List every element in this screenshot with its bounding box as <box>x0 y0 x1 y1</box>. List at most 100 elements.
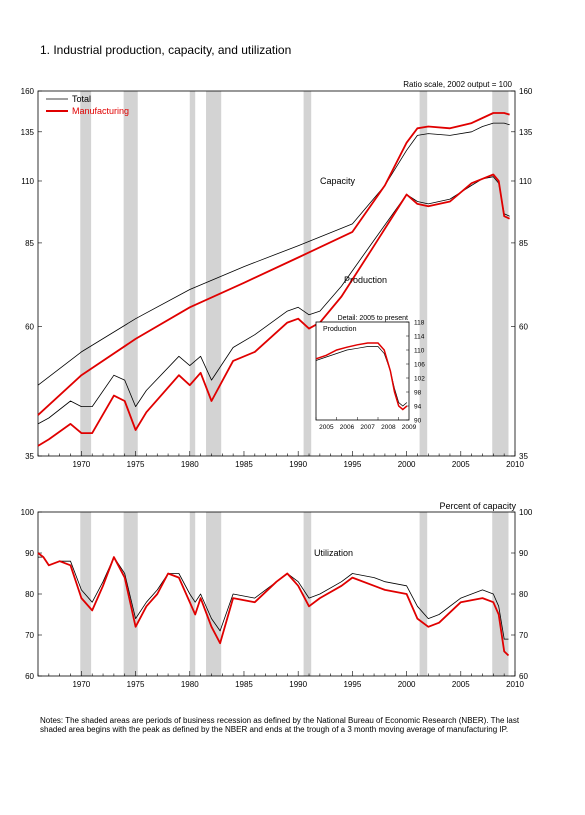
x-tick-label: 2005 <box>452 460 470 469</box>
x-tick-label: 1995 <box>343 680 361 689</box>
y-tick-label-left: 160 <box>21 87 35 96</box>
capacity-label: Capacity <box>320 176 356 186</box>
bottom-recession-bands <box>80 512 509 676</box>
x-tick-label: 1990 <box>289 680 307 689</box>
inset-title: Detail: 2005 to present <box>338 315 408 322</box>
y-tick-label-right: 110 <box>519 177 532 186</box>
utilization-chart: 60 60 70 70 80 80 90 90 100 100 1970 1975 1980 1985 19… <box>21 501 533 689</box>
figure-title: 1. Industrial production, capacity, and … <box>40 43 291 57</box>
top-axis-ticks: 35 35 60 60 85 85 110 110 135 135 160 160 1970 1975 19… <box>21 87 533 469</box>
y-tick-label-left: 100 <box>21 508 35 517</box>
x-tick-label: 2010 <box>506 460 524 469</box>
x-tick-label: 1980 <box>181 680 199 689</box>
x-tick-label: 2000 <box>398 680 416 689</box>
x-tick-label: 1970 <box>72 460 90 469</box>
y-tick-label-right: 60 <box>519 672 528 681</box>
series-production-total <box>37 176 510 425</box>
recession-band <box>80 512 92 676</box>
series-production-manufacturing <box>37 173 510 447</box>
inset-y-tick-label: 94 <box>414 404 422 411</box>
recession-band <box>206 512 222 676</box>
inset-y-tick-label: 90 <box>414 418 422 425</box>
inset-x-tick-label: 2008 <box>381 424 396 431</box>
recession-band <box>123 512 138 676</box>
top-recession-bands <box>80 91 509 456</box>
inset-x-tick-label: 2005 <box>319 424 334 431</box>
y-tick-label-left: 90 <box>25 549 34 558</box>
y-tick-label-right: 35 <box>519 452 528 461</box>
recession-band <box>303 91 312 456</box>
recession-band <box>419 512 428 676</box>
capacity-production-chart: 35 35 60 60 85 85 110 110 135 135 160 160 1970 1975 19… <box>21 80 533 469</box>
inset-x-tick-label: 2006 <box>340 424 355 431</box>
notes-text: Notes: The shaded areas are periods of b… <box>40 716 520 734</box>
legend-manufacturing-label: Manufacturing <box>72 106 129 116</box>
y-tick-label-left: 35 <box>25 452 34 461</box>
recession-band <box>189 91 196 456</box>
x-tick-label: 1995 <box>343 460 361 469</box>
recession-band <box>206 91 222 456</box>
recession-band <box>419 91 428 456</box>
y-tick-label-left: 80 <box>25 590 34 599</box>
y-tick-label-left: 70 <box>25 631 34 640</box>
bottom-series-lines <box>37 552 510 657</box>
inset-series-total <box>315 346 408 407</box>
utilization-label: Utilization <box>314 548 353 558</box>
bottom-plot-frame <box>37 511 516 677</box>
recession-band <box>492 91 509 456</box>
x-tick-label: 1990 <box>289 460 307 469</box>
inset-production-label: Production <box>323 326 357 333</box>
y-tick-label-right: 80 <box>519 590 528 599</box>
inset-x-tick-label: 2007 <box>360 424 375 431</box>
utilization-series-manufacturing <box>37 552 510 657</box>
recession-band <box>80 91 92 456</box>
inset-frame <box>315 321 410 421</box>
y-tick-label-left: 135 <box>21 128 35 137</box>
inset-y-tick-label: 98 <box>414 390 422 397</box>
top-series-lines <box>37 112 510 447</box>
inset-series-manufacturing <box>315 342 408 411</box>
x-tick-label: 1980 <box>181 460 199 469</box>
x-tick-label: 1970 <box>72 680 90 689</box>
x-tick-label: 2000 <box>398 460 416 469</box>
bottom-axis-ticks: 60 60 70 70 80 80 90 90 100 100 1970 1975 1980 1985 19… <box>21 508 533 689</box>
top-scale-note: Ratio scale, 2002 output = 100 <box>403 80 512 89</box>
series-capacity-total <box>37 122 510 386</box>
y-tick-label-left: 60 <box>25 323 34 332</box>
bottom-scale-note: Percent of capacity <box>439 501 516 511</box>
recession-band <box>492 512 509 676</box>
recession-band <box>189 512 196 676</box>
y-tick-label-left: 110 <box>21 177 34 186</box>
inset-series-lines <box>315 342 408 411</box>
recession-band <box>123 91 138 456</box>
y-tick-label-left: 60 <box>25 672 34 681</box>
utilization-series-total <box>38 556 509 640</box>
inset-y-tick-label: 110 <box>414 348 425 355</box>
x-tick-label: 2005 <box>452 680 470 689</box>
y-tick-label-right: 85 <box>519 239 528 248</box>
series-capacity-manufacturing <box>37 112 510 416</box>
inset-y-tick-label: 118 <box>414 320 425 327</box>
inset-y-tick-label: 106 <box>414 362 425 369</box>
x-tick-label: 1985 <box>235 460 253 469</box>
y-tick-label-right: 60 <box>519 323 528 332</box>
inset-axis-ticks: 90 94 98 102 106 110 114 118 2005 2006 2007 2008 200… <box>315 320 425 431</box>
inset-y-tick-label: 114 <box>414 334 425 341</box>
x-tick-label: 2010 <box>506 680 524 689</box>
recession-band <box>303 512 312 676</box>
y-tick-label-right: 70 <box>519 631 528 640</box>
y-tick-label-right: 100 <box>519 508 533 517</box>
inset-y-tick-label: 102 <box>414 376 425 383</box>
detail-inset-chart: Detail: 2005 to present Production 90949… <box>315 315 425 431</box>
legend-total-label: Total <box>72 94 91 104</box>
x-tick-label: 1975 <box>127 680 145 689</box>
production-label: Production <box>344 275 387 285</box>
y-tick-label-left: 85 <box>25 239 34 248</box>
y-tick-label-right: 135 <box>519 128 533 137</box>
y-tick-label-right: 160 <box>519 87 533 96</box>
x-tick-label: 1985 <box>235 680 253 689</box>
y-tick-label-right: 90 <box>519 549 528 558</box>
inset-x-tick-label: 2009 <box>402 424 417 431</box>
top-plot-frame <box>37 90 516 457</box>
